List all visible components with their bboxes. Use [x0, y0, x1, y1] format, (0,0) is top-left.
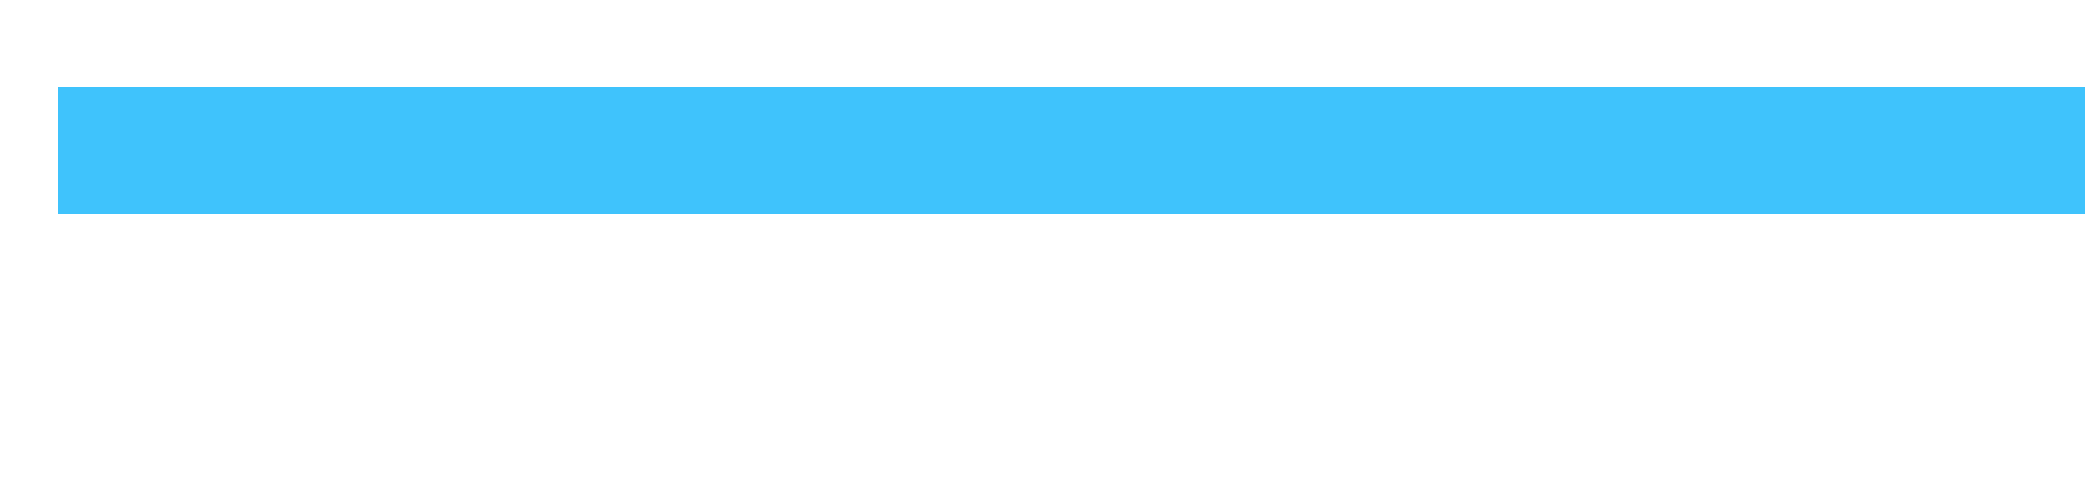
- empty-canvas-below-bar: [0, 214, 2100, 490]
- highlight-bar[interactable]: [58, 87, 2085, 214]
- empty-canvas-above-bar: [0, 0, 2100, 87]
